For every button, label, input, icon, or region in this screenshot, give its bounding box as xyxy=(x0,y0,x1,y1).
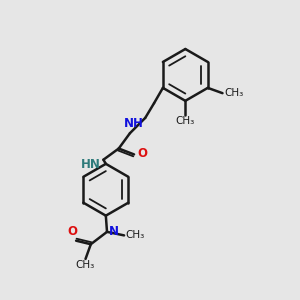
Text: O: O xyxy=(137,147,147,160)
Text: NH: NH xyxy=(124,117,144,130)
Text: O: O xyxy=(68,225,78,238)
Text: HN: HN xyxy=(81,158,101,171)
Text: CH₃: CH₃ xyxy=(176,116,195,126)
Text: CH₃: CH₃ xyxy=(224,88,243,98)
Text: CH₃: CH₃ xyxy=(126,230,145,240)
Text: N: N xyxy=(110,225,119,239)
Text: CH₃: CH₃ xyxy=(75,260,94,270)
